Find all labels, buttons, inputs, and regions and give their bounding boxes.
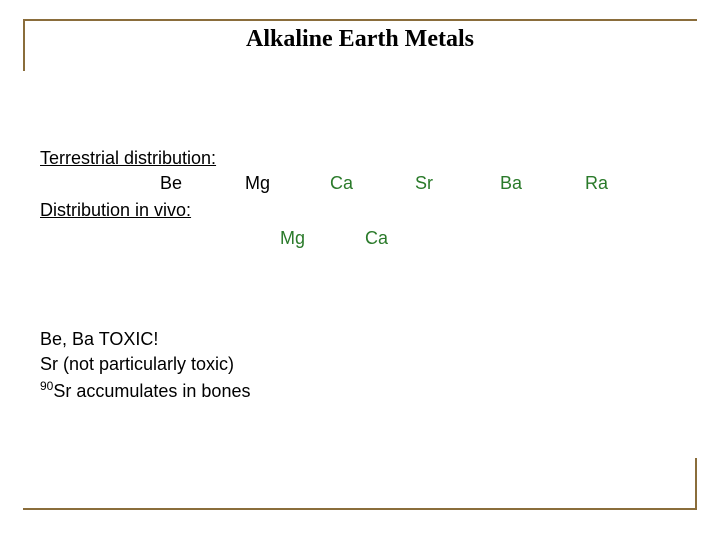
bottom-rule [23,508,697,510]
terrestrial-heading: Terrestrial distribution: [40,148,670,169]
terrestrial-row: Be Mg Ca Sr Ba Ra [40,173,670,194]
content: Terrestrial distribution: Be Mg Ca Sr Ba… [40,148,670,406]
invivo-row: Mg Ca [40,228,670,249]
note-sr90-text: Sr accumulates in bones [53,381,250,401]
invivo-heading: Distribution in vivo: [40,200,670,221]
note-sr90: 90Sr accumulates in bones [40,379,670,402]
element-be: Be [160,173,245,194]
element-ba: Ba [500,173,585,194]
note-toxic: Be, Ba TOXIC! [40,329,670,350]
element-mg: Mg [245,173,330,194]
element-ca: Ca [330,173,415,194]
invivo-mg: Mg [280,228,365,249]
bottom-rule-vert [695,458,697,510]
note-sr90-sup: 90 [40,379,53,393]
element-ra: Ra [585,173,670,194]
slide-title: Alkaline Earth Metals [0,26,720,53]
invivo-ca: Ca [365,228,450,249]
notes: Be, Ba TOXIC! Sr (not particularly toxic… [40,329,670,402]
slide: Alkaline Earth Metals Terrestrial distri… [0,0,720,540]
note-sr: Sr (not particularly toxic) [40,354,670,375]
element-sr: Sr [415,173,500,194]
top-rule [23,19,697,21]
